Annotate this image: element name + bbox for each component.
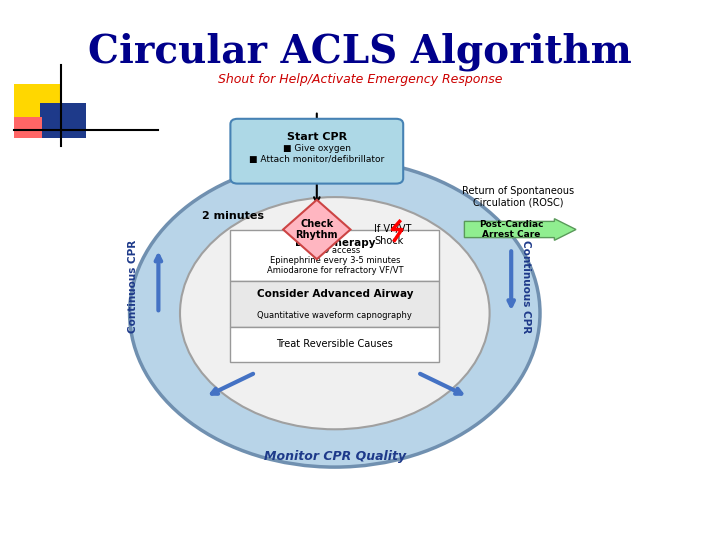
Text: 2 minutes: 2 minutes [202, 211, 264, 221]
Text: Post-Cardiac
Arrest Care: Post-Cardiac Arrest Care [479, 220, 544, 239]
FancyBboxPatch shape [230, 230, 439, 281]
FancyBboxPatch shape [40, 103, 86, 138]
Text: IV/IO access
Epinephrine every 3-5 minutes
Amiodarone for refractory VF/VT: IV/IO access Epinephrine every 3-5 minut… [266, 246, 403, 275]
Text: Shout for Help/Activate Emergency Response: Shout for Help/Activate Emergency Respon… [217, 73, 503, 86]
Circle shape [130, 159, 540, 467]
Text: Continuous CPR: Continuous CPR [128, 240, 138, 333]
Text: ■ Give oxygen
■ Attach monitor/defibrillator: ■ Give oxygen ■ Attach monitor/defibrill… [249, 144, 384, 164]
Text: Return of Spontaneous
Circulation (ROSC): Return of Spontaneous Circulation (ROSC) [462, 186, 575, 208]
Text: Start CPR: Start CPR [287, 132, 347, 143]
Circle shape [180, 197, 490, 429]
FancyBboxPatch shape [230, 119, 403, 184]
Text: Monitor CPR Quality: Monitor CPR Quality [264, 450, 406, 463]
Text: If VF/VT
Shock: If VF/VT Shock [374, 224, 412, 246]
Text: Drug Therapy: Drug Therapy [294, 238, 375, 248]
FancyBboxPatch shape [14, 84, 61, 119]
Text: Continuous CPR: Continuous CPR [521, 240, 531, 333]
FancyBboxPatch shape [230, 327, 439, 362]
Text: Consider Advanced Airway: Consider Advanced Airway [256, 289, 413, 299]
Text: Check
Rhythm: Check Rhythm [295, 219, 338, 240]
FancyBboxPatch shape [14, 117, 42, 138]
Text: Circular ACLS Algorithm: Circular ACLS Algorithm [88, 32, 632, 71]
FancyBboxPatch shape [230, 281, 439, 327]
Text: Treat Reversible Causes: Treat Reversible Causes [276, 339, 393, 349]
Text: Quantitative waveform capnography: Quantitative waveform capnography [257, 312, 413, 320]
Polygon shape [283, 200, 351, 259]
Polygon shape [464, 219, 576, 240]
